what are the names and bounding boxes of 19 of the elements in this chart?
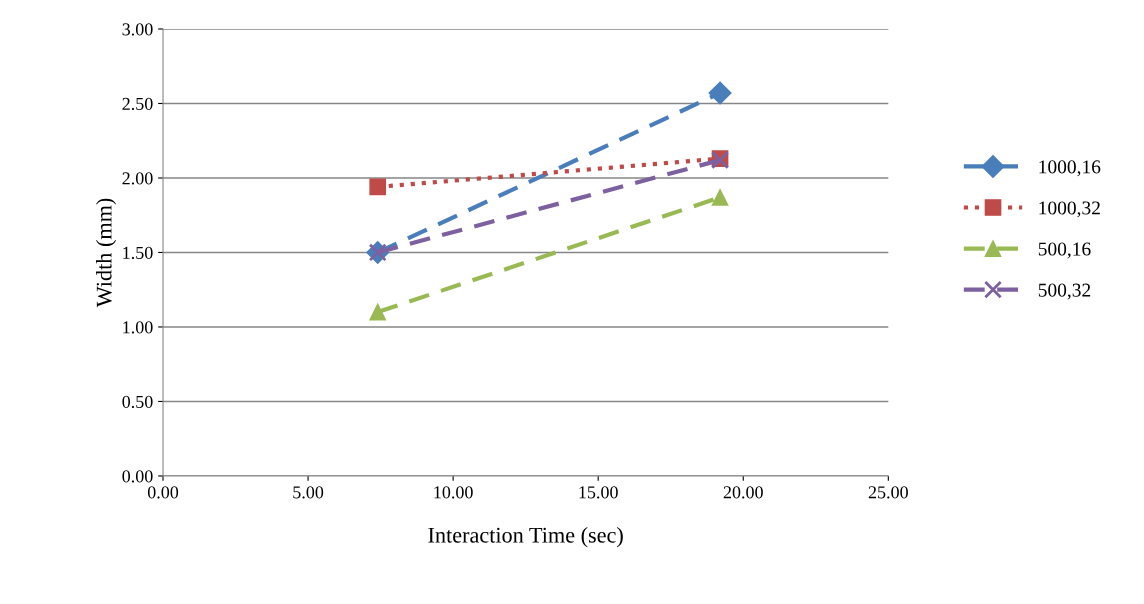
x-tick-label: 0.00 [147, 486, 179, 499]
legend-label: 500,32 [1038, 283, 1091, 300]
y-tick-label: 1.00 [123, 321, 153, 334]
y-tick-label: 0.50 [122, 395, 153, 408]
x-tick-label: 25.00 [868, 486, 908, 499]
y-tick-label: 2.50 [122, 97, 153, 111]
x-axis-title: Interaction Time (sec) [428, 527, 623, 548]
x-tick-label: 20.00 [723, 486, 763, 499]
legend-label: 1000,16 [1039, 160, 1101, 177]
y-tick-label: 2.00 [122, 172, 153, 185]
y-axis-title: Width (mm) [95, 198, 117, 308]
y-tick-label: 0.00 [122, 470, 153, 483]
x-tick-label: 15.00 [579, 486, 618, 499]
x-tick-label: 5.00 [293, 486, 324, 499]
legend-label: 1000,32 [1039, 201, 1100, 218]
x-tick-label: 10.00 [434, 486, 473, 499]
y-tick-label: 3.00 [122, 23, 153, 36]
legend-label: 500,16 [1038, 242, 1091, 259]
y-tick-label: 1.50 [123, 246, 153, 259]
